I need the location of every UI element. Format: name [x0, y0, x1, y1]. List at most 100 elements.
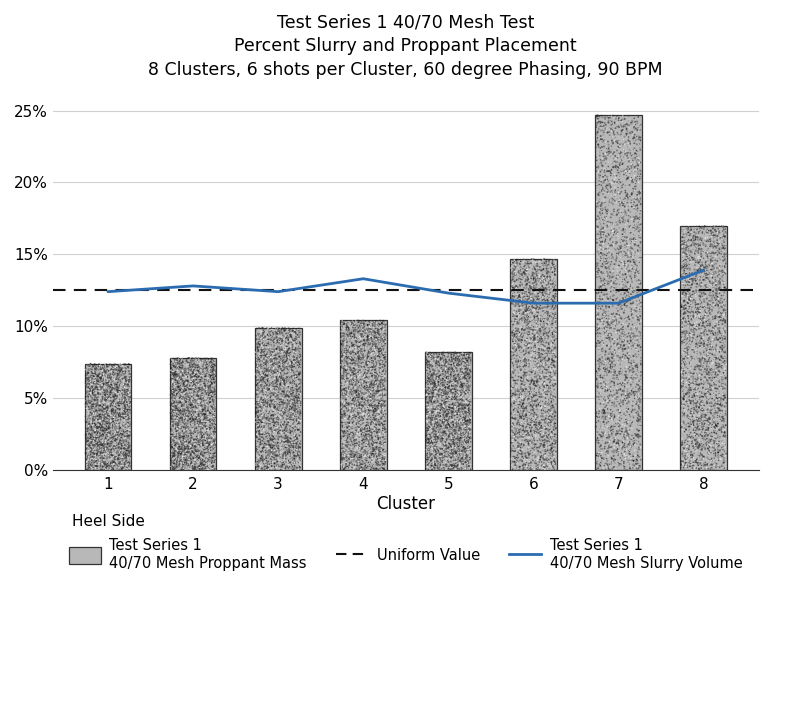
Point	[207, 440, 220, 451]
Point	[287, 402, 300, 414]
Point	[191, 367, 204, 378]
Point	[698, 354, 711, 365]
Point	[254, 400, 266, 411]
Point	[607, 294, 620, 306]
Point	[595, 324, 608, 335]
Point	[535, 403, 548, 414]
Point	[454, 372, 467, 383]
Point	[682, 374, 695, 385]
Point	[699, 285, 712, 296]
Point	[256, 330, 269, 341]
Point	[438, 444, 450, 455]
Point	[462, 460, 475, 471]
Point	[94, 359, 106, 370]
Point	[595, 452, 608, 463]
Point	[259, 354, 272, 365]
Point	[715, 301, 728, 313]
Point	[688, 415, 701, 426]
Point	[431, 374, 444, 386]
Point	[700, 270, 713, 281]
Point	[371, 431, 384, 442]
Point	[691, 231, 704, 243]
Point	[615, 414, 628, 426]
Point	[289, 461, 302, 472]
Point	[118, 360, 130, 371]
Point	[87, 448, 100, 459]
Point	[255, 414, 268, 426]
Point	[86, 400, 98, 411]
Point	[518, 297, 531, 308]
Point	[517, 338, 530, 349]
Point	[268, 351, 281, 362]
Point	[684, 397, 697, 408]
Point	[257, 442, 270, 453]
Point	[425, 361, 438, 372]
Point	[120, 404, 133, 416]
Point	[185, 430, 198, 441]
Point	[604, 259, 617, 271]
Point	[85, 422, 98, 433]
Point	[268, 341, 281, 352]
Point	[699, 240, 712, 251]
Point	[94, 383, 106, 395]
Point	[451, 456, 464, 467]
Point	[426, 391, 438, 402]
Point	[511, 389, 524, 400]
Point	[618, 389, 631, 400]
Point	[378, 340, 390, 351]
Point	[260, 456, 273, 467]
Point	[362, 332, 375, 343]
Point	[624, 330, 637, 341]
Point	[701, 283, 714, 294]
Point	[442, 461, 454, 472]
Point	[705, 355, 718, 367]
Point	[204, 383, 217, 394]
Point	[256, 383, 269, 395]
Point	[202, 400, 214, 411]
Point	[622, 423, 634, 435]
Point	[609, 456, 622, 468]
Point	[257, 331, 270, 342]
Point	[358, 331, 370, 342]
Point	[111, 361, 124, 372]
Point	[168, 451, 181, 462]
Point	[108, 409, 121, 420]
Point	[350, 346, 363, 357]
Point	[518, 287, 531, 299]
Point	[426, 350, 438, 361]
Point	[262, 440, 275, 451]
Point	[518, 447, 531, 458]
Point	[118, 437, 130, 448]
Point	[274, 364, 287, 375]
Point	[680, 263, 693, 274]
Point	[597, 222, 610, 233]
Point	[98, 366, 111, 377]
Point	[449, 353, 462, 364]
Point	[85, 360, 98, 372]
Point	[83, 461, 96, 472]
Point	[263, 464, 276, 475]
Point	[350, 442, 363, 453]
Point	[182, 390, 194, 401]
Point	[705, 240, 718, 252]
Point	[535, 343, 548, 355]
Point	[123, 447, 136, 458]
Point	[360, 359, 373, 370]
Point	[424, 460, 437, 471]
Point	[516, 431, 529, 442]
Point	[286, 362, 299, 374]
Point	[90, 455, 103, 466]
Point	[206, 438, 219, 449]
Point	[428, 447, 441, 458]
Point	[266, 436, 279, 447]
Point	[527, 403, 540, 414]
Point	[206, 387, 219, 398]
Point	[356, 463, 369, 474]
Point	[173, 440, 186, 451]
Point	[88, 422, 101, 433]
Point	[85, 411, 98, 422]
Point	[594, 286, 606, 297]
Point	[449, 379, 462, 390]
Point	[362, 400, 375, 411]
Point	[169, 367, 182, 378]
